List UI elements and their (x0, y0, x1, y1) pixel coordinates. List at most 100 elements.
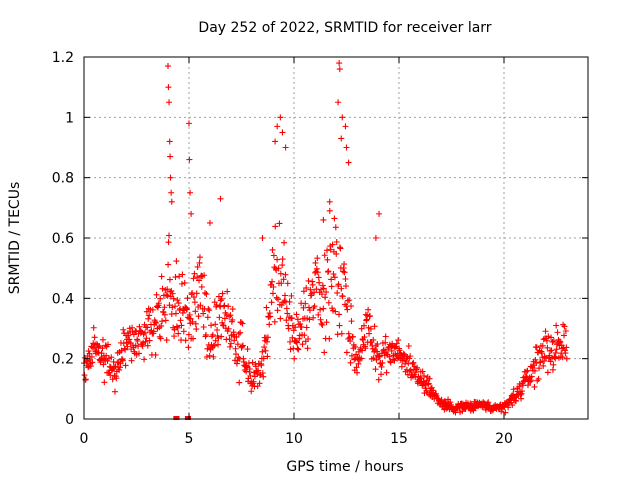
data-point (122, 346, 129, 353)
data-point (125, 332, 132, 339)
data-point (354, 369, 361, 376)
data-point (104, 358, 111, 365)
data-point (421, 372, 428, 379)
data-point (362, 311, 369, 318)
data-point (300, 304, 307, 311)
data-point (245, 360, 252, 367)
data-point (250, 378, 257, 385)
data-point (527, 378, 534, 385)
x-tick-label: 5 (185, 431, 194, 447)
data-point (348, 303, 355, 310)
data-point (388, 347, 395, 354)
data-point (196, 259, 203, 266)
data-point (518, 388, 525, 395)
data-point (269, 290, 276, 297)
data-point (262, 347, 269, 354)
data-points (81, 60, 570, 420)
x-tick-label: 10 (285, 431, 303, 447)
data-point (321, 252, 328, 259)
data-point (178, 322, 185, 329)
data-point (338, 330, 345, 337)
data-point (306, 307, 313, 314)
data-point (366, 330, 373, 337)
data-point (175, 330, 182, 337)
data-point (299, 341, 306, 348)
data-point (186, 311, 193, 318)
data-point (563, 355, 570, 362)
data-point (371, 323, 378, 330)
chart-title: Day 252 of 2022, SRMTID for receiver lar… (198, 20, 491, 36)
data-point (103, 352, 110, 359)
data-point (320, 305, 327, 312)
data-point (157, 295, 164, 302)
data-point (260, 355, 267, 362)
data-point (301, 332, 308, 339)
data-point (509, 402, 516, 409)
data-point (144, 342, 151, 349)
data-point (510, 391, 517, 398)
data-point (305, 336, 312, 343)
data-point (287, 338, 294, 345)
data-point (166, 276, 173, 283)
data-point (406, 368, 413, 375)
data-point (291, 355, 298, 362)
data-point-peak (167, 174, 174, 181)
data-point (225, 303, 232, 310)
data-point (533, 360, 540, 367)
data-point (391, 344, 398, 351)
data-point (85, 364, 92, 371)
x-tick-label: 20 (495, 431, 513, 447)
data-point (200, 310, 207, 317)
data-point (333, 250, 340, 257)
data-point (268, 299, 275, 306)
data-point (428, 384, 435, 391)
data-point (353, 364, 360, 371)
data-point-peak (336, 66, 343, 73)
data-point-peak (279, 129, 286, 136)
data-point-peak (166, 99, 173, 106)
data-point (539, 342, 546, 349)
data-point (208, 322, 215, 329)
data-point (239, 342, 246, 349)
zero-marker (184, 416, 189, 420)
data-point (198, 283, 205, 290)
data-point (334, 331, 341, 338)
data-point (293, 311, 300, 318)
data-point (179, 271, 186, 278)
data-point (266, 321, 273, 328)
data-point-peak (165, 84, 172, 91)
data-point (542, 328, 549, 335)
data-point (212, 321, 219, 328)
data-point (150, 328, 157, 335)
data-point (95, 344, 102, 351)
data-point (190, 275, 197, 282)
data-point (359, 347, 366, 354)
data-point (283, 317, 290, 324)
data-point (119, 357, 126, 364)
data-point (382, 339, 389, 346)
data-point (165, 239, 172, 246)
x-axis-label: GPS time / hours (286, 459, 403, 475)
data-point (91, 344, 98, 351)
data-point (212, 337, 219, 344)
data-point-peak (345, 159, 352, 166)
data-point (214, 327, 221, 334)
data-point (550, 337, 557, 344)
data-point (206, 352, 213, 359)
data-point (157, 335, 164, 342)
data-point (252, 363, 259, 370)
data-point (293, 338, 300, 345)
data-point (306, 316, 313, 323)
data-point (113, 375, 120, 382)
data-point (202, 289, 209, 296)
data-point (270, 252, 277, 259)
data-point (459, 408, 466, 415)
data-point (366, 312, 373, 319)
data-point (111, 388, 118, 395)
data-point (410, 359, 417, 366)
data-point (298, 324, 305, 331)
data-point (174, 297, 181, 304)
data-point (325, 299, 332, 306)
data-point (226, 343, 233, 350)
